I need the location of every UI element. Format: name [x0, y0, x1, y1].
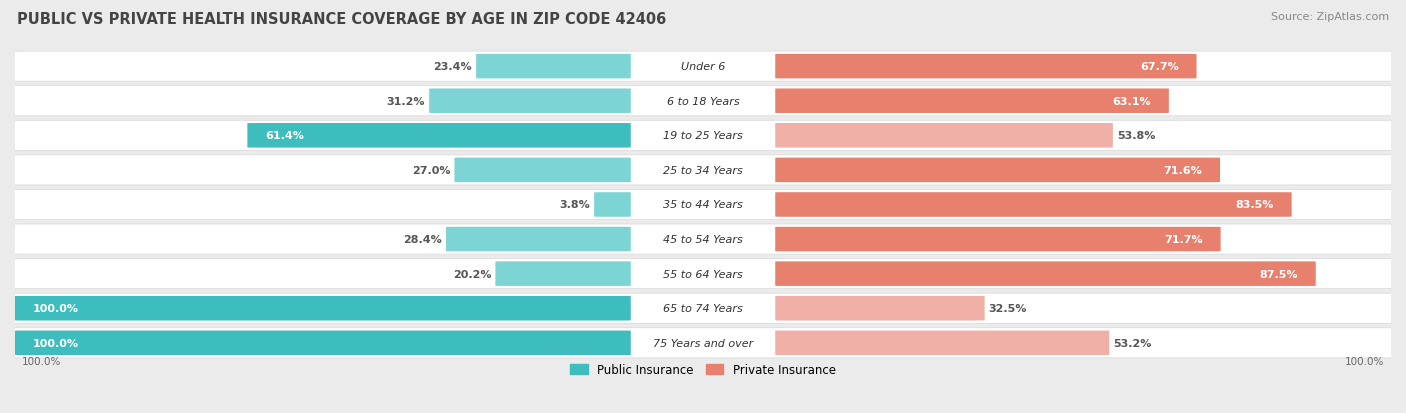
Text: 71.7%: 71.7% [1164, 235, 1202, 244]
Text: 61.4%: 61.4% [266, 131, 304, 141]
Text: 35 to 44 Years: 35 to 44 Years [664, 200, 742, 210]
Text: 20.2%: 20.2% [453, 269, 491, 279]
Text: PUBLIC VS PRIVATE HEALTH INSURANCE COVERAGE BY AGE IN ZIP CODE 42406: PUBLIC VS PRIVATE HEALTH INSURANCE COVER… [17, 12, 666, 27]
FancyBboxPatch shape [8, 259, 1398, 289]
FancyBboxPatch shape [775, 55, 1197, 79]
Text: 31.2%: 31.2% [387, 97, 425, 107]
Text: Under 6: Under 6 [681, 62, 725, 72]
FancyBboxPatch shape [775, 193, 1292, 217]
Text: 45 to 54 Years: 45 to 54 Years [664, 235, 742, 244]
Text: 27.0%: 27.0% [412, 166, 450, 176]
Text: 25 to 34 Years: 25 to 34 Years [664, 166, 742, 176]
FancyBboxPatch shape [477, 55, 631, 79]
Text: 75 Years and over: 75 Years and over [652, 338, 754, 348]
Text: 71.6%: 71.6% [1163, 166, 1202, 176]
Text: 28.4%: 28.4% [404, 235, 441, 244]
Text: 83.5%: 83.5% [1236, 200, 1274, 210]
Text: 100.0%: 100.0% [32, 304, 79, 313]
Text: 53.8%: 53.8% [1116, 131, 1156, 141]
Text: 55 to 64 Years: 55 to 64 Years [664, 269, 742, 279]
FancyBboxPatch shape [775, 262, 1316, 286]
FancyBboxPatch shape [8, 225, 1398, 254]
FancyBboxPatch shape [454, 158, 631, 183]
FancyBboxPatch shape [775, 227, 1220, 252]
Text: 3.8%: 3.8% [560, 200, 591, 210]
FancyBboxPatch shape [495, 262, 631, 286]
FancyBboxPatch shape [8, 121, 1398, 151]
Text: 65 to 74 Years: 65 to 74 Years [664, 304, 742, 313]
Text: 67.7%: 67.7% [1140, 62, 1178, 72]
FancyBboxPatch shape [8, 155, 1398, 185]
Text: 23.4%: 23.4% [433, 62, 472, 72]
FancyBboxPatch shape [8, 328, 1398, 358]
FancyBboxPatch shape [429, 89, 631, 114]
Text: 53.2%: 53.2% [1114, 338, 1152, 348]
Text: Source: ZipAtlas.com: Source: ZipAtlas.com [1271, 12, 1389, 22]
Legend: Public Insurance, Private Insurance: Public Insurance, Private Insurance [565, 359, 841, 381]
FancyBboxPatch shape [15, 296, 631, 321]
FancyBboxPatch shape [8, 190, 1398, 220]
Text: 100.0%: 100.0% [22, 356, 62, 366]
FancyBboxPatch shape [247, 124, 631, 148]
Text: 100.0%: 100.0% [1344, 356, 1384, 366]
Text: 100.0%: 100.0% [32, 338, 79, 348]
Text: 6 to 18 Years: 6 to 18 Years [666, 97, 740, 107]
FancyBboxPatch shape [775, 89, 1168, 114]
FancyBboxPatch shape [775, 296, 984, 321]
Text: 32.5%: 32.5% [988, 304, 1028, 313]
FancyBboxPatch shape [775, 158, 1220, 183]
Text: 63.1%: 63.1% [1112, 97, 1152, 107]
FancyBboxPatch shape [8, 86, 1398, 116]
FancyBboxPatch shape [595, 193, 631, 217]
Text: 19 to 25 Years: 19 to 25 Years [664, 131, 742, 141]
Text: 87.5%: 87.5% [1260, 269, 1298, 279]
FancyBboxPatch shape [15, 331, 631, 355]
FancyBboxPatch shape [446, 227, 631, 252]
FancyBboxPatch shape [775, 331, 1109, 355]
FancyBboxPatch shape [8, 52, 1398, 82]
FancyBboxPatch shape [775, 124, 1114, 148]
FancyBboxPatch shape [8, 294, 1398, 323]
